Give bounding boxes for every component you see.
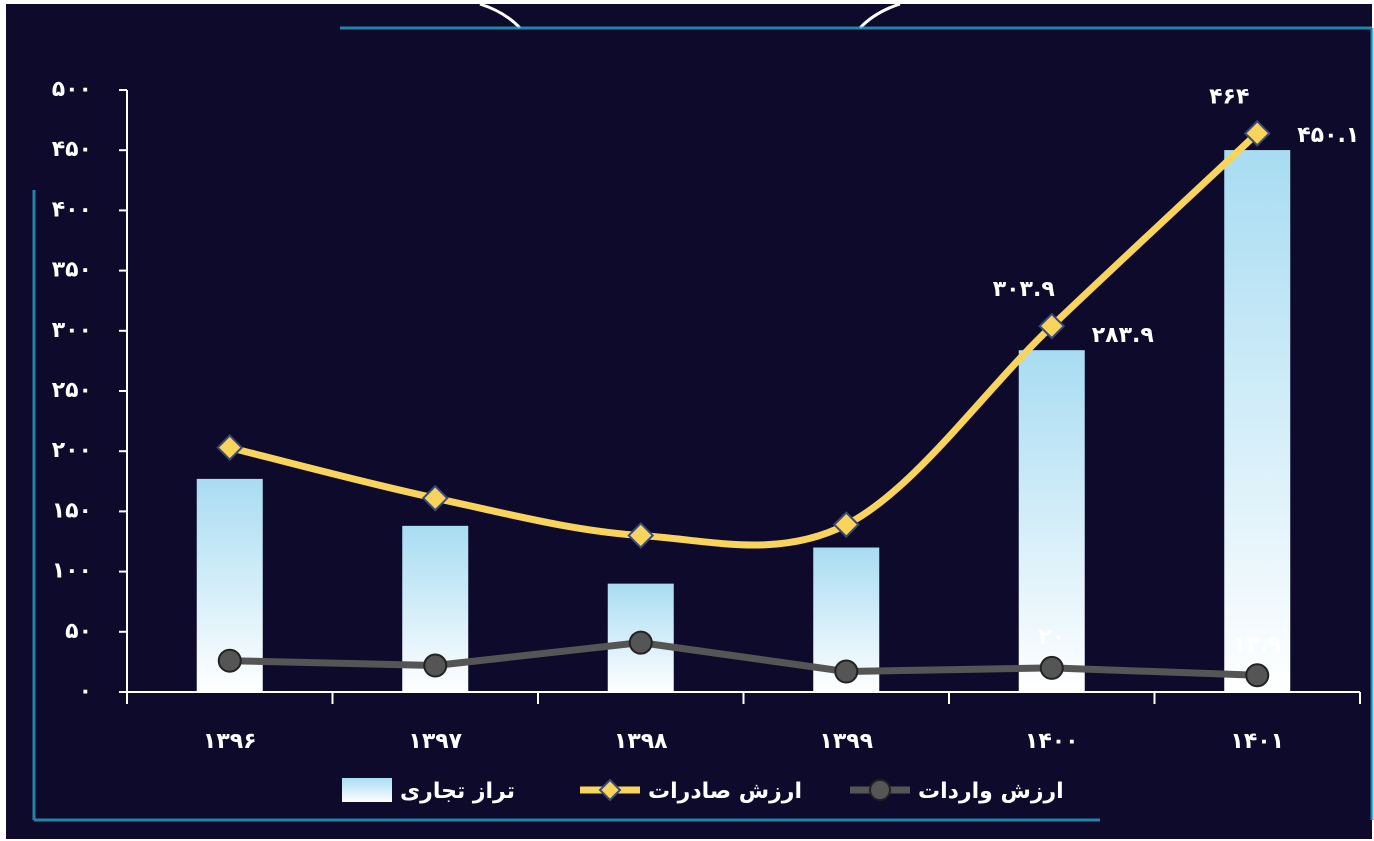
marker	[1039, 655, 1064, 680]
marker	[628, 630, 653, 655]
data-label: ۴۵۰.۱	[1297, 123, 1359, 148]
marker	[1038, 312, 1066, 340]
series-line	[228, 130, 1260, 549]
marker	[423, 653, 448, 678]
legend-label: تراز تجاری	[400, 779, 515, 804]
data-label: ۱۳.۹	[1233, 632, 1282, 657]
marker	[216, 434, 244, 462]
frame-border	[32, 26, 1374, 822]
marker	[1243, 119, 1271, 147]
frame-arc	[479, 2, 901, 30]
y-tick-label: ۳۰۰	[52, 318, 92, 343]
background	[6, 4, 1372, 839]
marker	[627, 522, 655, 549]
y-tick-label: ۲۵۰	[52, 378, 92, 403]
y-tick-label: ۲۰۰	[52, 438, 92, 463]
data-label: ۲۰	[1038, 625, 1065, 650]
y-tick-label: ۰	[79, 679, 92, 704]
y-tick-label: ۳۵۰	[52, 258, 92, 283]
marker	[834, 659, 859, 684]
y-tick-label: ۴۵۰	[52, 137, 92, 162]
series-line	[229, 639, 1258, 679]
legend-marker	[869, 779, 891, 801]
x-tick-label: ۱۳۹۶	[203, 729, 257, 754]
marker	[832, 511, 860, 539]
x-tick-label: ۱۴۰۱	[1230, 729, 1284, 754]
y-tick-label: ۱۰۰	[52, 559, 92, 584]
legend-marker	[598, 778, 622, 802]
legend-swatch	[342, 778, 392, 802]
y-tick-label: ۵۰۰	[52, 77, 92, 102]
legend-label: ارزش صادرات	[648, 779, 802, 804]
x-tick-label: ۱۳۹۹	[819, 729, 873, 754]
legend-label: ارزش واردات	[918, 779, 1064, 804]
data-label: ۴۶۴	[1209, 84, 1249, 109]
bar	[1018, 350, 1085, 692]
x-tick-label: ۱۴۰۰	[1025, 729, 1079, 754]
y-tick-label: ۵۰	[65, 619, 92, 644]
bar	[1224, 150, 1291, 693]
y-tick-label: ۴۰۰	[52, 197, 92, 222]
x-tick-label: ۱۳۹۷	[408, 729, 462, 754]
data-label: ۲۸۳.۹	[1092, 323, 1154, 348]
marker	[1245, 663, 1270, 688]
x-tick-label: ۱۳۹۸	[614, 729, 668, 754]
y-tick-label: ۱۵۰	[52, 498, 92, 523]
marker	[421, 484, 449, 512]
marker	[217, 648, 242, 673]
data-label: ۳۰۳.۹	[993, 277, 1055, 302]
